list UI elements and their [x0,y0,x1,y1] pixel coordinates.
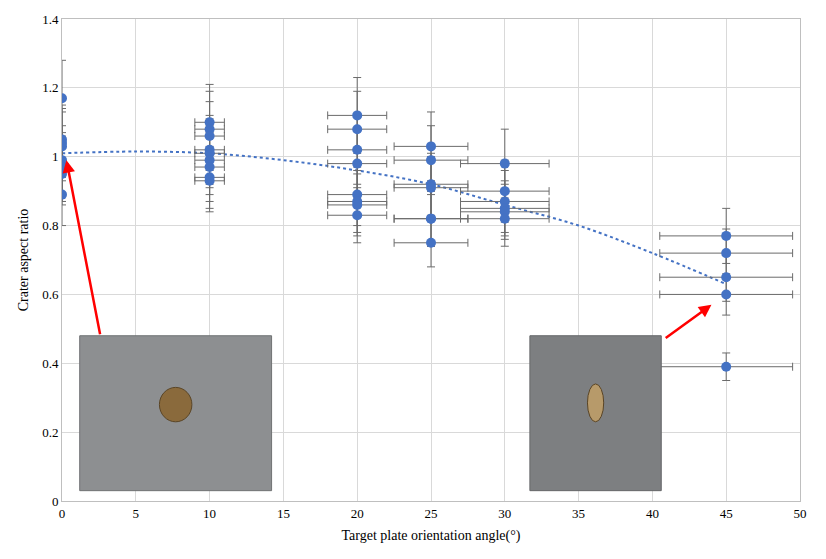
svg-text:0: 0 [52,494,59,509]
svg-text:35: 35 [572,506,585,521]
svg-text:40: 40 [646,506,659,521]
svg-text:0.8: 0.8 [42,218,58,233]
svg-text:25: 25 [425,506,438,521]
svg-text:0.6: 0.6 [42,287,59,302]
svg-text:20: 20 [351,506,364,521]
svg-text:30: 30 [498,506,511,521]
svg-text:Crater aspect ratio: Crater aspect ratio [16,209,31,312]
svg-text:5: 5 [133,506,140,521]
svg-text:50: 50 [794,506,807,521]
svg-text:10: 10 [203,506,216,521]
svg-text:0.4: 0.4 [42,356,59,371]
svg-text:1.4: 1.4 [42,12,59,27]
svg-text:0.2: 0.2 [42,425,58,440]
svg-text:1: 1 [52,149,59,164]
svg-text:0: 0 [59,506,66,521]
svg-text:Target plate orientation angle: Target plate orientation angle(°) [342,528,521,544]
svg-text:1.2: 1.2 [42,80,58,95]
svg-text:45: 45 [720,506,733,521]
svg-text:15: 15 [277,506,290,521]
